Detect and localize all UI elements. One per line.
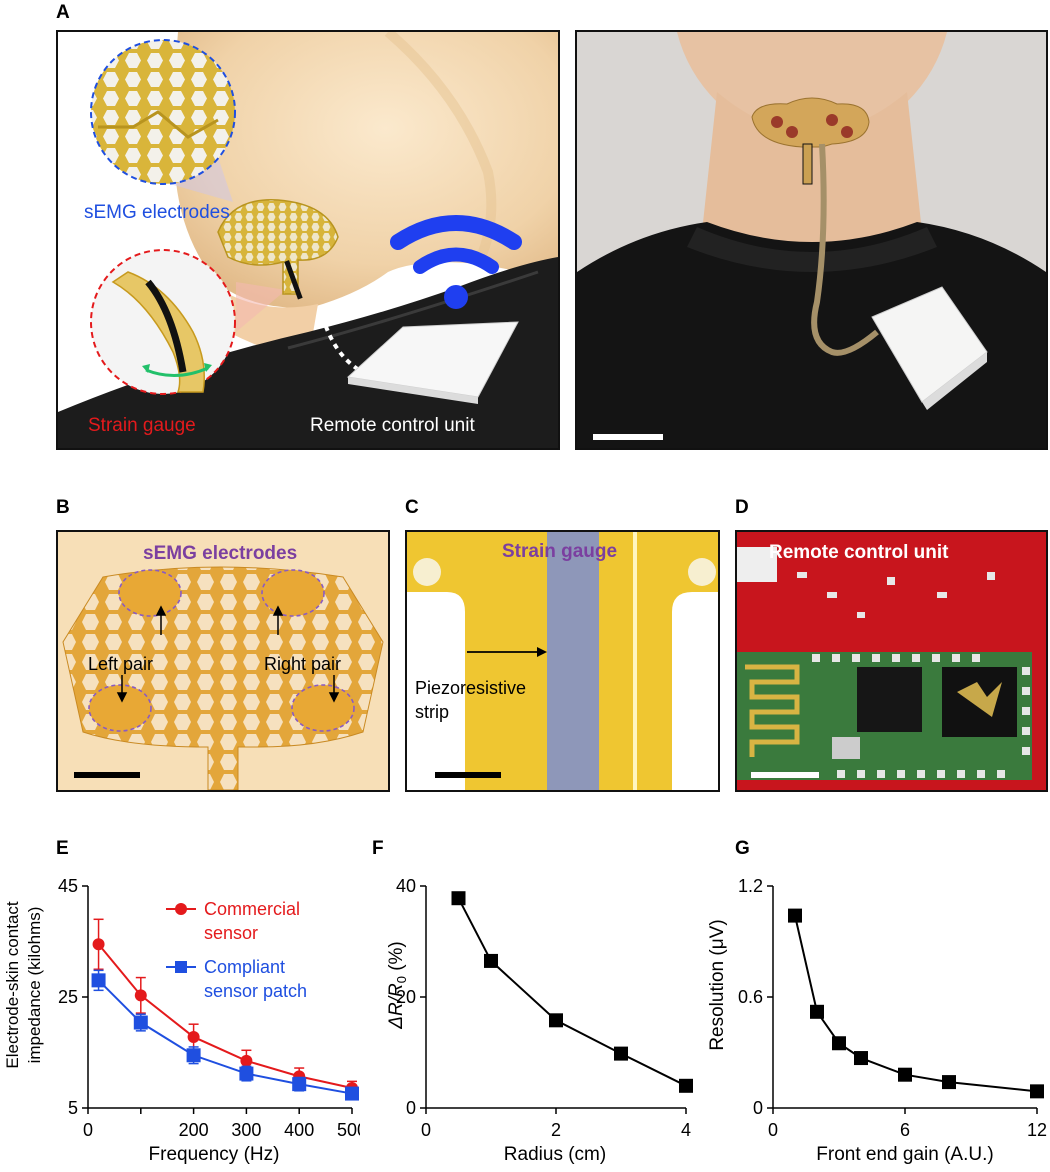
resolution-data-point (854, 1051, 868, 1066)
resolution-x-tick-label: 12 (1027, 1120, 1047, 1140)
impedance-series-1-line (97, 979, 353, 1095)
panel-label-g: G (735, 838, 750, 859)
impedance-data-point (240, 1054, 253, 1067)
panel-label-a: A (56, 2, 70, 23)
impedance-y-tick-label: 25 (58, 987, 78, 1007)
panel-label-b: B (56, 497, 70, 518)
panel-label-e: E (56, 838, 69, 859)
resolution-data-point (788, 908, 802, 923)
impedance-data-point (92, 938, 105, 951)
resistance-x-tick-label: 2 (551, 1120, 561, 1140)
resolution-x-tick-label: 6 (900, 1120, 910, 1140)
impedance-y-tick-label: 5 (68, 1098, 78, 1118)
resolution-data-point (942, 1075, 956, 1090)
impedance-data-point (292, 1077, 307, 1092)
resolution-data-point (810, 1004, 824, 1019)
resistance-y-tick-label: 40 (396, 876, 416, 896)
photo-scene (577, 32, 1046, 448)
strip-label: strip (415, 702, 449, 722)
resistance-x-tick-label: 0 (421, 1120, 431, 1140)
impedance-xlabel: Frequency (Hz) (149, 1144, 280, 1165)
resistance-ylabel: ΔR/R0 (%) (386, 941, 409, 1030)
impedance-x-tick-label: 200 (179, 1120, 209, 1140)
resolution-series-0-line (794, 915, 1038, 1093)
resistance-y-tick-label: 20 (396, 987, 416, 1007)
panel-c-strain-gauge: Strain gauge Piezoresistive strip (405, 530, 720, 792)
strain-gauge-label: Strain gauge (88, 415, 196, 436)
resolution-y-tick-label: 0.6 (738, 987, 763, 1007)
panel-a-illustration: sEMG electrodes Strain gauge Remote cont… (56, 30, 560, 450)
electrode-patch-image: sEMG electrodes Left pair Right pair (62, 543, 384, 790)
resolution-ylabel: Resolution (μV) (707, 919, 728, 1050)
legend-compliant-line1: Compliant (204, 957, 285, 977)
resolution-data-point (898, 1067, 912, 1082)
panel-b-electrodes: sEMG electrodes Left pair Right pair (56, 530, 390, 792)
impedance-x-tick-label: 400 (284, 1120, 314, 1140)
impedance-data-point (239, 1066, 254, 1081)
impedance-data-point (91, 973, 106, 988)
impedance-chart: Electrode-skin contact impedance (kilohm… (3, 876, 360, 1165)
semg-electrodes-label: sEMG electrodes (84, 202, 230, 223)
impedance-data-point (345, 1086, 359, 1101)
impedance-data-point (133, 1015, 148, 1030)
panel-label-f: F (372, 838, 384, 859)
strain-gauge-title: Strain gauge (502, 541, 617, 562)
resistance-xlabel: Radius (cm) (504, 1144, 606, 1165)
resistance-data-point (451, 891, 466, 906)
piezoresistive-label: Piezoresistive (415, 678, 526, 698)
left-pair-label: Left pair (88, 654, 153, 674)
resistance-data-point (679, 1078, 693, 1093)
illustration-scene: sEMG electrodes Strain gauge Remote cont… (58, 32, 558, 448)
resolution-data-point (832, 1036, 846, 1051)
legend-commercial-line1: Commercial (204, 899, 300, 919)
resolution-y-tick-label: 1.2 (738, 876, 763, 896)
panel-label-c: C (405, 497, 419, 518)
impedance-x-tick-label: 500 (337, 1120, 360, 1140)
impedance-x-tick-label: 300 (231, 1120, 261, 1140)
impedance-data-point (186, 1048, 201, 1063)
resistance-y-tick-label: 0 (406, 1098, 416, 1118)
resistance-series-0-line (457, 897, 687, 1087)
resistance-data-point (484, 953, 498, 968)
resistance-x-tick-label: 4 (681, 1120, 691, 1140)
resolution-data-point (1030, 1084, 1044, 1099)
circuit-board-image: Remote control unit (737, 532, 1046, 790)
resolution-x-tick-label: 0 (768, 1120, 778, 1140)
impedance-y-tick-label: 45 (58, 876, 78, 896)
wireless-icon (390, 215, 522, 274)
semg-electrodes-title: sEMG electrodes (143, 543, 297, 564)
impedance-ylabel-line2: impedance (kilohms) (25, 907, 44, 1064)
resolution-chart: Resolution (μV) Front end gain (A.U.) 0 6… (707, 876, 1047, 1165)
panel-a-photo (575, 30, 1048, 450)
legend-compliant-line2: sensor patch (204, 981, 307, 1001)
panel-label-d: D (735, 497, 749, 518)
impedance-legend: Commercial sensor Compliant sensor patch (166, 899, 307, 1001)
resistance-data-point (549, 1013, 563, 1028)
impedance-series-0-line (97, 943, 353, 1089)
impedance-data-point (187, 1030, 200, 1043)
resolution-xlabel: Front end gain (A.U.) (816, 1144, 993, 1165)
remote-control-unit-title: Remote control unit (769, 542, 949, 563)
legend-marker-compliant (175, 961, 187, 973)
panel-d-remote-unit: Remote control unit (735, 530, 1048, 792)
impedance-data-point (134, 989, 147, 1002)
impedance-ylabel-line1: Electrode-skin contact (3, 901, 22, 1069)
legend-commercial-line2: sensor (204, 923, 258, 943)
impedance-x-tick-label: 0 (83, 1120, 93, 1140)
remote-control-unit-label: Remote control unit (310, 415, 475, 436)
resolution-y-tick-label: 0 (753, 1098, 763, 1118)
legend-marker-commercial (175, 903, 187, 915)
right-pair-label: Right pair (264, 654, 341, 674)
strain-gauge-image: Strain gauge Piezoresistive strip (407, 532, 718, 790)
resistance-data-point (614, 1046, 628, 1061)
